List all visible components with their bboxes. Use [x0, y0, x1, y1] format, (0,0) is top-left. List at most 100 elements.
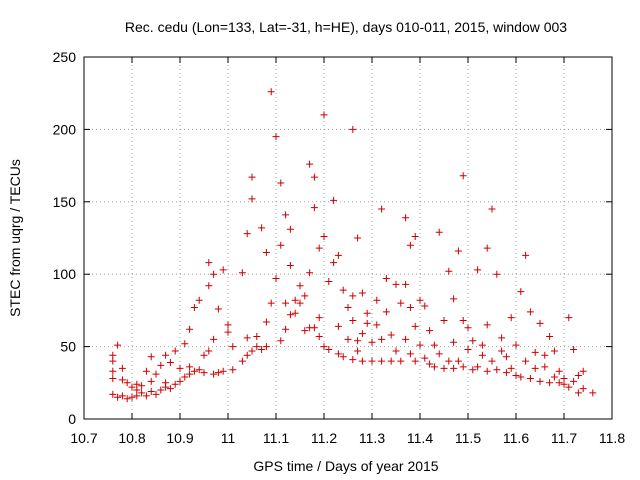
data-point — [387, 331, 395, 339]
data-point — [190, 367, 198, 375]
y-tick-label: 0 — [68, 411, 76, 427]
data-point — [387, 357, 395, 365]
x-tick-label: 11.6 — [503, 430, 529, 446]
data-point — [454, 247, 462, 255]
data-point — [507, 364, 515, 372]
data-point — [440, 317, 448, 325]
data-point — [171, 347, 179, 355]
data-point — [282, 299, 290, 307]
x-axis-label: GPS time / Days of year 2015 — [253, 458, 438, 474]
data-point — [536, 377, 544, 385]
data-point — [138, 389, 146, 397]
y-tick-label: 250 — [53, 49, 77, 65]
data-point — [315, 244, 323, 252]
plot-frame — [83, 56, 613, 420]
data-point — [301, 292, 309, 300]
data-point — [546, 332, 554, 340]
data-point — [118, 364, 126, 372]
data-point — [205, 282, 213, 290]
data-point — [152, 370, 160, 378]
data-point — [498, 334, 506, 342]
y-axis-label: STEC from uqrg / TECUs — [7, 159, 23, 317]
data-point — [277, 179, 285, 187]
data-point — [248, 347, 256, 355]
grid-lines — [84, 57, 612, 419]
x-tick-label: 11.2 — [311, 430, 337, 446]
data-point — [205, 259, 213, 267]
data-point — [459, 317, 467, 325]
x-tick-label: 11.1 — [263, 430, 289, 446]
data-point — [320, 233, 328, 241]
data-point — [219, 266, 227, 274]
data-point — [114, 393, 122, 401]
data-point — [282, 211, 290, 219]
data-point — [330, 259, 338, 267]
data-point — [406, 350, 414, 358]
data-point — [430, 363, 438, 371]
data-point — [550, 373, 558, 381]
data-point — [258, 224, 266, 232]
data-point — [224, 321, 232, 329]
data-point — [334, 350, 342, 358]
data-point — [483, 244, 491, 252]
data-point — [373, 321, 381, 329]
data-point — [133, 380, 141, 388]
data-point — [445, 267, 453, 275]
data-point — [382, 308, 390, 316]
data-point — [416, 341, 424, 349]
data-point — [186, 363, 194, 371]
data-point — [286, 262, 294, 270]
data-point — [138, 382, 146, 390]
data-point — [344, 304, 352, 312]
data-point — [546, 379, 554, 387]
data-point — [358, 289, 366, 297]
data-point — [579, 385, 587, 393]
data-point — [488, 357, 496, 365]
data-point — [176, 364, 184, 372]
chart-title: Rec. cedu (Lon=133, Lat=-31, h=HE), days… — [125, 19, 567, 35]
data-point — [253, 332, 261, 340]
data-point — [291, 309, 299, 317]
data-point — [200, 369, 208, 377]
data-point — [162, 379, 170, 387]
data-point — [214, 369, 222, 377]
data-point — [229, 343, 237, 351]
data-point — [483, 367, 491, 375]
data-point — [229, 366, 237, 374]
data-point — [286, 311, 294, 319]
data-point — [253, 343, 261, 351]
data-point — [392, 347, 400, 355]
data-point — [277, 337, 285, 345]
data-point — [118, 392, 126, 400]
data-point — [459, 363, 467, 371]
data-point — [310, 204, 318, 212]
data-point — [382, 275, 390, 283]
x-tick-label: 11.8 — [599, 430, 625, 446]
data-point — [474, 363, 482, 371]
data-point — [238, 357, 246, 365]
data-point — [272, 133, 280, 141]
x-axis: 10.7 10.8 10.9 11 11.1 11.2 11.3 11.4 11.5 11.6 11… — [70, 57, 625, 446]
data-point — [406, 241, 414, 249]
data-point — [440, 364, 448, 372]
data-point — [392, 280, 400, 288]
x-tick-label: 11.5 — [455, 430, 481, 446]
data-point — [306, 269, 314, 277]
data-point — [435, 350, 443, 358]
data-point — [541, 363, 549, 371]
data-point — [171, 380, 179, 388]
data-point — [512, 341, 520, 349]
data-point — [402, 335, 410, 343]
data-point — [493, 270, 501, 278]
data-point — [330, 196, 338, 204]
data-point — [579, 367, 587, 375]
data-point — [512, 372, 520, 380]
data-point — [109, 390, 117, 398]
data-point — [469, 337, 477, 345]
data-point — [258, 345, 266, 353]
data-point — [166, 385, 174, 393]
data-point — [238, 269, 246, 277]
data-point — [454, 357, 462, 365]
data-point — [464, 324, 472, 332]
data-point — [574, 372, 582, 380]
